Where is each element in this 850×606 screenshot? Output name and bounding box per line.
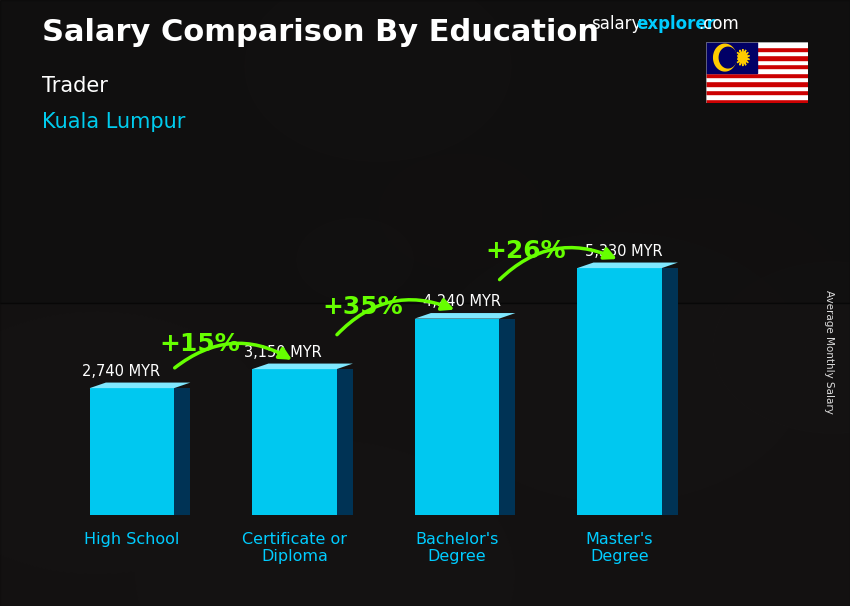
Polygon shape: [89, 388, 174, 515]
Circle shape: [0, 300, 318, 543]
Text: +35%: +35%: [322, 295, 403, 319]
Polygon shape: [174, 388, 190, 515]
Bar: [706, 99, 808, 103]
Text: +15%: +15%: [160, 332, 241, 356]
Polygon shape: [415, 313, 515, 319]
Bar: [706, 90, 808, 95]
Text: Kuala Lumpur: Kuala Lumpur: [42, 112, 186, 132]
Text: .com: .com: [699, 15, 740, 33]
Polygon shape: [252, 369, 337, 515]
Bar: [0, 303, 850, 606]
Bar: [706, 85, 808, 90]
Polygon shape: [499, 319, 515, 515]
Circle shape: [326, 75, 483, 186]
Text: 2,740 MYR: 2,740 MYR: [82, 364, 160, 379]
Text: Average Monthly Salary: Average Monthly Salary: [824, 290, 834, 413]
Text: Salary Comparison By Education: Salary Comparison By Education: [42, 18, 599, 47]
Bar: [706, 64, 808, 68]
Polygon shape: [719, 47, 737, 68]
FancyArrowPatch shape: [500, 248, 614, 279]
Bar: [706, 95, 808, 99]
Text: +26%: +26%: [484, 239, 565, 264]
Polygon shape: [662, 268, 678, 515]
Text: 4,240 MYR: 4,240 MYR: [422, 295, 501, 309]
Polygon shape: [89, 382, 190, 388]
Polygon shape: [415, 319, 499, 515]
Text: Trader: Trader: [42, 76, 109, 96]
Polygon shape: [337, 369, 353, 515]
Bar: [706, 42, 808, 47]
Bar: [706, 60, 808, 64]
Text: 3,150 MYR: 3,150 MYR: [244, 345, 322, 360]
Circle shape: [263, 485, 540, 606]
Bar: [706, 81, 808, 85]
Bar: [706, 55, 808, 60]
Polygon shape: [736, 49, 750, 66]
Bar: [0, 0, 850, 303]
Bar: [706, 77, 808, 81]
Circle shape: [382, 221, 479, 290]
Text: explorer: explorer: [636, 15, 715, 33]
Bar: [706, 51, 808, 55]
Bar: [706, 47, 808, 51]
Polygon shape: [577, 268, 662, 515]
FancyArrowPatch shape: [337, 300, 450, 335]
Polygon shape: [714, 44, 736, 71]
Bar: [706, 73, 808, 77]
Polygon shape: [252, 364, 353, 369]
Circle shape: [715, 268, 821, 343]
Circle shape: [602, 140, 850, 387]
Text: 5,330 MYR: 5,330 MYR: [586, 244, 663, 259]
Circle shape: [293, 398, 694, 606]
FancyArrowPatch shape: [175, 343, 289, 368]
Text: salary: salary: [591, 15, 641, 33]
Bar: [706, 42, 756, 73]
Circle shape: [413, 80, 610, 221]
Bar: [706, 68, 808, 73]
Circle shape: [253, 208, 507, 390]
Polygon shape: [577, 262, 678, 268]
